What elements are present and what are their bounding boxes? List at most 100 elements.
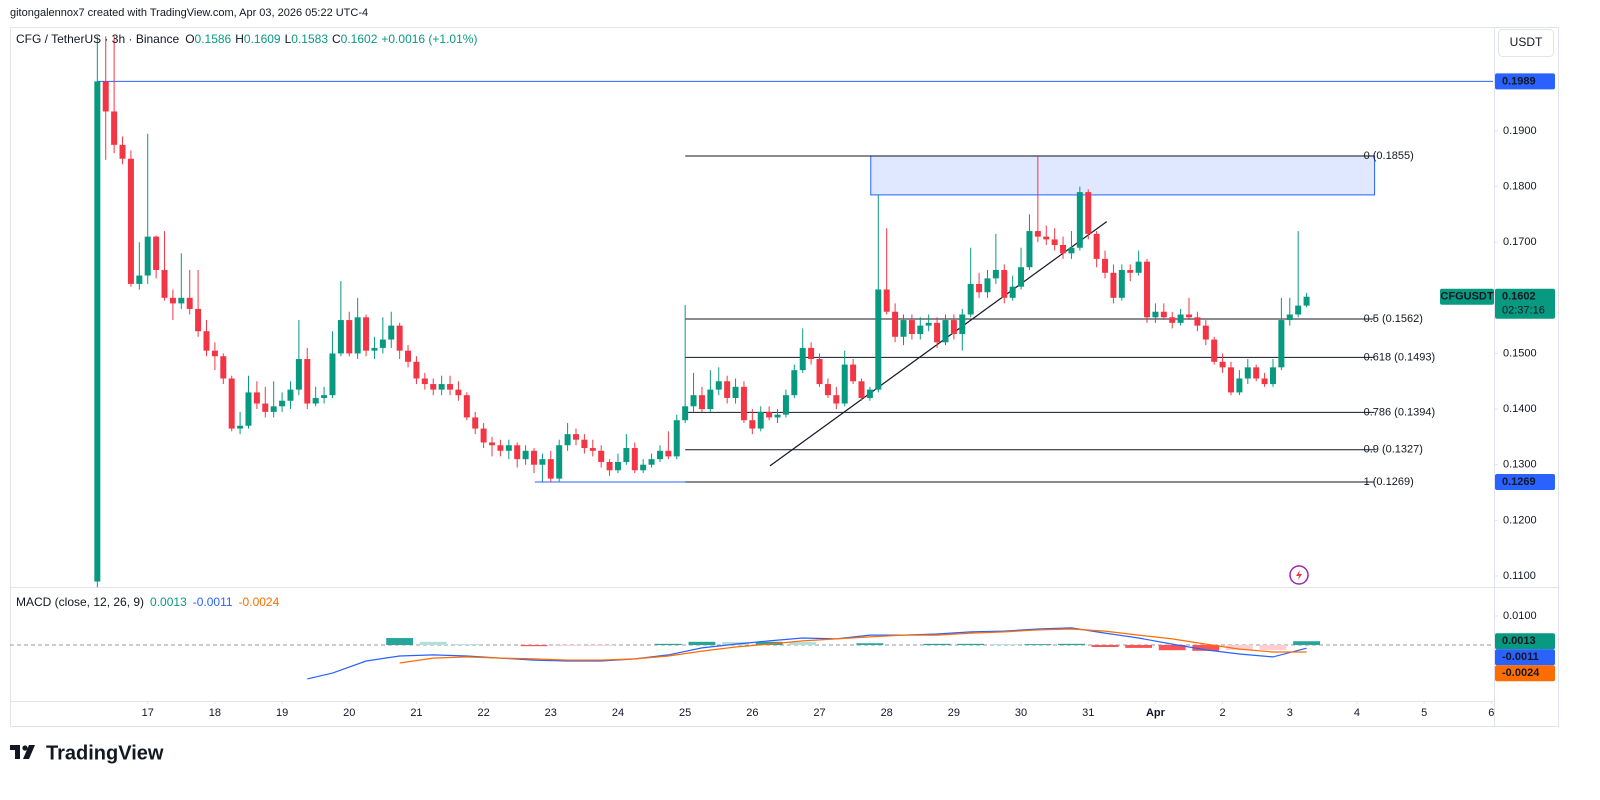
candle-body xyxy=(841,364,848,404)
candle-body xyxy=(892,311,899,337)
fib-label: 0 (0.1855) xyxy=(1364,150,1414,162)
fib-label: 0.9 (0.1327) xyxy=(1364,444,1423,456)
y-tick-label: 0.1200 xyxy=(1503,514,1537,526)
logo-dot xyxy=(22,745,28,751)
candle-body xyxy=(816,359,823,385)
candle-body xyxy=(161,270,168,298)
candle-body xyxy=(1169,317,1176,323)
candle-body xyxy=(455,389,462,396)
candle-body xyxy=(959,314,966,334)
candle-body xyxy=(287,389,294,401)
alert-bolt[interactable] xyxy=(1296,570,1302,580)
candle-body xyxy=(102,81,109,112)
currency-button[interactable] xyxy=(1498,29,1554,57)
candle-body xyxy=(883,289,890,312)
candle-body xyxy=(572,434,579,440)
candle-body xyxy=(1085,192,1092,234)
macd-histogram-bar xyxy=(520,645,548,647)
candle-body xyxy=(950,320,957,334)
macd-histogram-bar xyxy=(856,643,884,645)
candle-body xyxy=(1009,286,1016,298)
y-tick-label: 0.1100 xyxy=(1503,570,1536,582)
candle-body xyxy=(153,236,160,271)
symbol-name: CFG / TetherUS · 3h · Binance xyxy=(16,32,180,46)
price-line-tag-label: 0.1989 xyxy=(1502,75,1536,87)
candle-body xyxy=(270,406,277,412)
candle-body xyxy=(547,459,554,479)
candle-body xyxy=(1295,305,1302,315)
logo-text: TradingView xyxy=(46,742,164,764)
macd-value-tag xyxy=(1495,633,1555,650)
fib-label: 0.786 (0.1394) xyxy=(1364,406,1436,418)
y-tick-label: 0.0100 xyxy=(1503,610,1537,622)
candle-body xyxy=(673,420,680,457)
macd-legend-value: -0.0024 xyxy=(239,595,280,609)
currency-label[interactable]: USDT xyxy=(1510,35,1543,49)
candle-body xyxy=(169,297,176,304)
candle-body xyxy=(1068,247,1075,254)
candle-body xyxy=(245,392,252,426)
candle-body xyxy=(1102,258,1109,273)
candle-body xyxy=(514,445,521,460)
candle-body xyxy=(1127,270,1134,273)
candle-body xyxy=(1160,311,1167,318)
candle-body xyxy=(808,347,815,360)
x-tick-label: 30 xyxy=(1015,707,1027,719)
candle-body xyxy=(833,395,840,404)
candle-body xyxy=(472,417,479,429)
macd-histogram-bar xyxy=(1259,645,1287,650)
candle-body xyxy=(539,459,546,465)
candle-body xyxy=(984,278,991,293)
candle-body xyxy=(1051,239,1058,245)
candle-body xyxy=(421,378,428,385)
macd-histogram-bar xyxy=(1024,644,1052,645)
candle-body xyxy=(505,445,512,451)
candle-body xyxy=(1018,267,1025,287)
symbol-tag-label: CFGUSDT xyxy=(1440,291,1493,303)
candle-body xyxy=(1093,233,1100,259)
logo-t xyxy=(10,745,20,759)
candle-body xyxy=(589,448,596,451)
candle-body xyxy=(623,448,630,462)
alert-icon[interactable] xyxy=(1289,565,1309,585)
macd-histogram-bar xyxy=(1091,645,1119,648)
candle-body xyxy=(942,320,949,343)
candle-body xyxy=(1227,367,1234,393)
candle-body xyxy=(144,236,151,276)
macd-histogram-bar xyxy=(1158,645,1186,651)
candle-body xyxy=(211,350,218,357)
candle-body xyxy=(682,406,689,421)
candle-body xyxy=(253,392,260,404)
candle-body xyxy=(1194,317,1201,326)
candle-body xyxy=(992,270,999,279)
candle-body xyxy=(875,289,882,390)
candle-body xyxy=(178,297,185,304)
candle-body xyxy=(1261,378,1268,385)
logo-mark xyxy=(10,745,35,759)
x-tick-label: 5 xyxy=(1421,707,1427,719)
candle-body xyxy=(220,356,227,379)
candle-body xyxy=(1244,367,1251,379)
candle-body xyxy=(186,297,193,309)
candle-body xyxy=(119,144,126,159)
candle-body xyxy=(447,384,454,390)
candle-body xyxy=(430,384,437,390)
last-price-label: 0.1602 xyxy=(1502,291,1536,303)
candle-body xyxy=(917,325,924,334)
candle-body xyxy=(1043,236,1050,240)
x-tick-label: 3 xyxy=(1287,707,1293,719)
x-tick-label: 24 xyxy=(612,707,624,719)
candle-body xyxy=(774,414,781,418)
candle-body xyxy=(791,370,798,396)
candle-body xyxy=(925,322,932,326)
plot-layer xyxy=(10,36,1493,680)
candle-body xyxy=(329,353,336,396)
candle-body xyxy=(237,425,244,429)
y-tick-label: 0.1400 xyxy=(1503,403,1537,415)
candle-body xyxy=(850,364,857,382)
candle-body xyxy=(715,381,722,390)
logo-slash xyxy=(23,745,35,759)
